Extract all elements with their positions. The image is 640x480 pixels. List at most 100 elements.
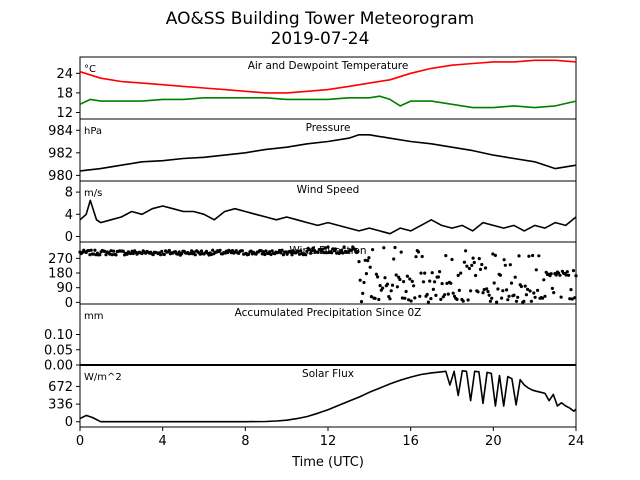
panel-unit-label: hPa [84, 126, 102, 137]
wind-dir-point [190, 249, 194, 253]
wind-dir-point [230, 249, 235, 253]
wind-dir-point [395, 285, 399, 289]
wind-dir-point [532, 291, 536, 295]
wind-dir-point [340, 248, 344, 252]
wind-dir-point [296, 249, 300, 253]
wind-dir-point [433, 280, 437, 284]
wind-dir-point [462, 260, 466, 264]
wind-dir-point [565, 270, 569, 274]
x-tick-label: 20 [485, 434, 502, 449]
y-tick-label: 18 [56, 86, 73, 101]
panel-0: 12 18 24 Air and Dewpoint Temperature °C [56, 56, 577, 121]
wind-dir-point [131, 251, 135, 256]
wind-dir-point [322, 251, 326, 255]
wind-dir-point [506, 298, 510, 302]
wind-dir-point [104, 253, 108, 257]
wind-dir-point [404, 289, 408, 294]
wind-dir-point [461, 299, 465, 303]
wind-dir-point [160, 249, 164, 253]
wind-dir-point [305, 249, 309, 253]
y-tick-label: 0 [65, 230, 73, 245]
y-tick-label: 0.00 [44, 359, 73, 374]
wind-dir-point [466, 298, 470, 302]
wind-dir-point [193, 253, 197, 257]
panel-unit-label: W/m^2 [84, 372, 122, 383]
wind-dir-point [98, 253, 102, 257]
wind-dir-point [368, 265, 372, 269]
wind-dir-point [88, 253, 92, 257]
wind-dir-point [467, 266, 471, 271]
wind-dir-point [409, 299, 413, 303]
wind-dir-point [361, 291, 365, 295]
wind-dir-point [436, 275, 440, 279]
series-line-1 [79, 95, 577, 109]
wind-dir-point [353, 247, 357, 252]
wind-dir-point [341, 251, 345, 255]
wind-dir-point [542, 278, 546, 282]
wind-dir-point [485, 287, 489, 291]
wind-dir-point [514, 299, 519, 303]
wind-dir-point [278, 248, 282, 253]
wind-dir-point [509, 281, 514, 285]
wind-dir-point [517, 254, 521, 258]
wind-dir-point [374, 272, 378, 276]
x-axis-label: Time (UTC) [291, 455, 364, 470]
panel-unit-label: °C [84, 64, 96, 75]
wind-dir-point [199, 249, 204, 253]
wind-dir-point [524, 293, 529, 297]
wind-dir-point [443, 293, 447, 297]
wind-dir-point [279, 251, 283, 255]
wind-dir-point [270, 249, 274, 253]
wind-dir-point [488, 299, 492, 303]
wind-dir-point [477, 257, 481, 261]
wind-dir-point [459, 271, 463, 275]
figure-title: AO&SS Building Tower Meteorogram [166, 9, 474, 29]
wind-dir-point [121, 249, 125, 253]
wind-dir-point [476, 290, 480, 294]
wind-dir-point [500, 296, 504, 300]
wind-dir-point [529, 299, 534, 303]
panel-title: Air and Dewpoint Temperature [248, 60, 409, 72]
wind-dir-point [526, 287, 530, 291]
wind-dir-point [381, 286, 385, 290]
series-line-0 [79, 199, 577, 235]
wind-dir-point [418, 294, 422, 298]
wind-dir-point [369, 295, 373, 299]
wind-dir-point [89, 248, 93, 252]
y-tick-label: 270 [48, 252, 73, 267]
wind-dir-point [297, 252, 302, 256]
wind-dir-point [408, 277, 412, 281]
wind-dir-point [261, 250, 266, 254]
wind-dir-point [198, 252, 202, 256]
wind-dir-point [474, 273, 478, 278]
y-tick-label: 0 [65, 415, 73, 430]
y-tick-label: 8 [65, 186, 73, 201]
wind-dir-point [430, 271, 434, 275]
wind-dir-point [402, 280, 406, 284]
wind-dir-point [304, 253, 308, 257]
wind-dir-point [110, 253, 114, 257]
wind-dir-point [478, 267, 483, 271]
wind-dir-point [438, 270, 442, 274]
wind-dir-point [307, 248, 311, 252]
wind-dir-point [403, 296, 407, 300]
wind-dir-point [527, 254, 531, 258]
wind-dir-point [394, 273, 398, 277]
wind-dir-point [516, 295, 520, 299]
x-tick-label: 0 [76, 434, 84, 449]
wind-dir-point [465, 264, 469, 268]
wind-dir-point [192, 250, 196, 254]
wind-dir-point [564, 273, 568, 277]
wind-dir-point [249, 249, 253, 253]
wind-dir-point [299, 249, 303, 253]
wind-dir-point [366, 259, 370, 263]
wind-dir-point [449, 281, 453, 285]
wind-dir-point [505, 288, 509, 292]
wind-dir-point [263, 252, 267, 257]
y-tick-label: 0.10 [44, 328, 73, 343]
wind-dir-point [382, 246, 386, 250]
panel-unit-label: m/s [84, 188, 102, 199]
wind-dir-point [281, 253, 285, 257]
y-tick-label: 336 [48, 398, 73, 413]
